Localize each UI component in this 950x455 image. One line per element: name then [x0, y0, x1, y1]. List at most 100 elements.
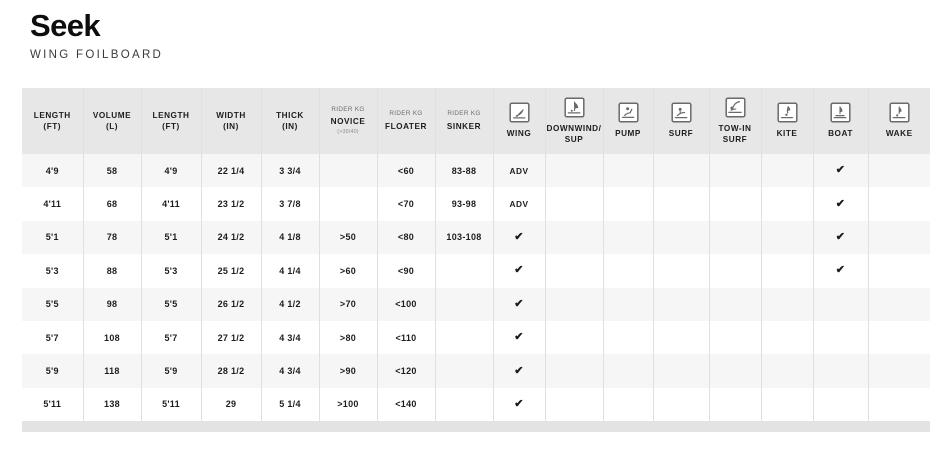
column-header-label: KITE	[776, 129, 798, 139]
cell-rider-novice: >50	[319, 220, 378, 255]
table-row[interactable]: 5'3 88 5'3 25 1/2 4 1/4 >60 <90 ✔ ✔	[22, 254, 930, 288]
column-header-label: VOLUME	[92, 110, 132, 120]
check-icon: ✔	[514, 397, 524, 410]
column-header-rider-novice[interactable]: RIDER KG NOVICE (>30/40)	[319, 88, 378, 154]
cell-thick-in: 4 3/4	[261, 354, 320, 388]
pump-icon	[617, 102, 639, 124]
table-row[interactable]: 5'9 118 5'9 28 1/2 4 3/4 >90 <120 ✔	[22, 354, 930, 388]
column-header-rider-sinker[interactable]: RIDER KG SINKER	[435, 88, 494, 154]
header-row: LENGTH (FT) VOLUME (L) LENGTH (FT) WIDTH (IN) TH…	[22, 88, 930, 154]
check-icon: ✔	[835, 230, 846, 243]
cell-downwind	[545, 354, 604, 388]
cell-kite	[761, 387, 814, 422]
cell-length-ft-2: 5'7	[141, 320, 202, 355]
column-header-volume-l[interactable]: VOLUME (L)	[83, 88, 142, 154]
wing-icon	[508, 102, 530, 124]
cell-boat	[813, 387, 869, 422]
cell-pump	[603, 320, 654, 355]
cell-surf	[653, 320, 710, 355]
check-icon: ✔	[835, 197, 846, 210]
cell-rider-sinker: 103-108	[435, 220, 494, 255]
cell-rider-floater: <70	[377, 187, 436, 221]
advanced-badge: ADV	[509, 199, 529, 210]
column-header-width-in[interactable]: WIDTH (IN)	[201, 88, 262, 154]
cell-thick-in: 5 1/4	[261, 387, 320, 422]
column-header-wing[interactable]: WING	[493, 88, 546, 154]
cell-surf	[653, 154, 710, 188]
table-row[interactable]: 5'5 98 5'5 26 1/2 4 1/2 >70 <100 ✔	[22, 287, 930, 321]
cell-downwind	[545, 320, 604, 355]
cell-kite	[761, 320, 814, 355]
check-icon: ✔	[514, 364, 524, 377]
cell-thick-in: 4 1/2	[261, 287, 320, 321]
column-header-length-ft-1[interactable]: LENGTH (FT)	[22, 88, 84, 154]
cell-pump	[603, 220, 654, 255]
cell-pump	[603, 254, 654, 288]
column-header-rider-floater[interactable]: RIDER KG FLOATER	[377, 88, 436, 154]
table-row[interactable]: 5'7 108 5'7 27 1/2 4 3/4 >80 <110 ✔	[22, 320, 930, 355]
column-header-downwind[interactable]: DOWNWIND/ SUP	[545, 88, 604, 154]
cell-rider-novice	[319, 154, 378, 188]
cell-width-in: 27 1/2	[201, 320, 262, 355]
column-header-tow-in[interactable]: TOW-IN SURF	[709, 88, 762, 154]
table-row[interactable]: 4'11 68 4'11 23 1/2 3 7/8 <70 93-98 ADV ✔	[22, 187, 930, 221]
column-header-label: BOAT	[828, 129, 853, 139]
column-header-label: LENGTH	[33, 110, 71, 120]
cell-length-ft-1: 4'11	[22, 187, 84, 221]
cell-rider-novice: >90	[319, 354, 378, 388]
cell-rider-floater: <110	[377, 320, 436, 355]
cell-rider-sinker	[435, 387, 494, 422]
cell-thick-in: 3 7/8	[261, 187, 320, 221]
cell-rider-floater: <90	[377, 254, 436, 288]
cell-volume-l: 58	[83, 154, 142, 188]
cell-volume-l: 78	[83, 220, 142, 255]
column-header-pump[interactable]: PUMP	[603, 88, 654, 154]
cell-surf	[653, 254, 710, 288]
cell-volume-l: 88	[83, 254, 142, 288]
cell-length-ft-2: 5'5	[141, 287, 202, 321]
cell-width-in: 26 1/2	[201, 287, 262, 321]
table-row[interactable]: 5'11 138 5'11 29 5 1/4 >100 <140 ✔	[22, 387, 930, 422]
boat-icon	[830, 102, 851, 124]
cell-length-ft-2: 4'11	[141, 187, 202, 221]
cell-rider-floater: <140	[377, 387, 436, 422]
cell-rider-sinker	[435, 354, 494, 388]
column-header-surf[interactable]: SURF	[653, 88, 710, 154]
table-row[interactable]: 5'1 78 5'1 24 1/2 4 1/8 >50 <80 103-108 ✔ ✔	[22, 220, 930, 255]
spec-table-wrapper: LENGTH (FT) VOLUME (L) LENGTH (FT) WIDTH (IN) TH…	[22, 88, 930, 422]
column-header-kite[interactable]: KITE	[761, 88, 814, 154]
cell-wing-adv: ADV	[493, 187, 546, 221]
cell-kite	[761, 354, 814, 388]
kite-icon	[776, 102, 798, 124]
check-icon: ✔	[514, 331, 524, 344]
cell-downwind	[545, 154, 604, 188]
column-header-label: DOWNWIND/ SUP	[546, 123, 602, 144]
cell-kite	[761, 220, 814, 255]
cell-wake	[868, 388, 930, 421]
cell-boat-check: ✔	[813, 154, 869, 188]
column-header-unit: (FT)	[43, 122, 62, 131]
cell-wake	[868, 221, 930, 254]
cell-thick-in: 4 1/8	[261, 220, 320, 255]
cell-volume-l: 138	[83, 387, 142, 422]
cell-wing-check: ✔	[493, 354, 546, 388]
column-header-wake[interactable]: WAKE	[868, 88, 930, 154]
cell-wing-check: ✔	[493, 387, 546, 422]
check-icon: ✔	[514, 297, 524, 310]
column-header-sublabel: RIDER KG	[389, 110, 423, 118]
cell-rider-novice: >60	[319, 254, 378, 288]
table-row[interactable]: 4'9 58 4'9 22 1/4 3 3/4 <60 83-88 ADV ✔	[22, 154, 930, 188]
column-header-boat[interactable]: BOAT	[813, 88, 869, 154]
cell-tow-in	[709, 387, 762, 422]
column-header-thick-in[interactable]: THICK (IN)	[261, 88, 320, 154]
cell-length-ft-1: 5'1	[22, 220, 84, 255]
cell-wake	[868, 321, 930, 354]
cell-kite	[761, 287, 814, 321]
cell-rider-floater: <120	[377, 354, 436, 388]
column-header-sublabel: RIDER KG	[447, 110, 481, 118]
cell-wake	[868, 288, 930, 321]
cell-downwind	[545, 287, 604, 321]
cell-downwind	[545, 387, 604, 422]
column-header-length-ft-2[interactable]: LENGTH (FT)	[141, 88, 202, 154]
column-header-unit: (L)	[105, 122, 119, 131]
